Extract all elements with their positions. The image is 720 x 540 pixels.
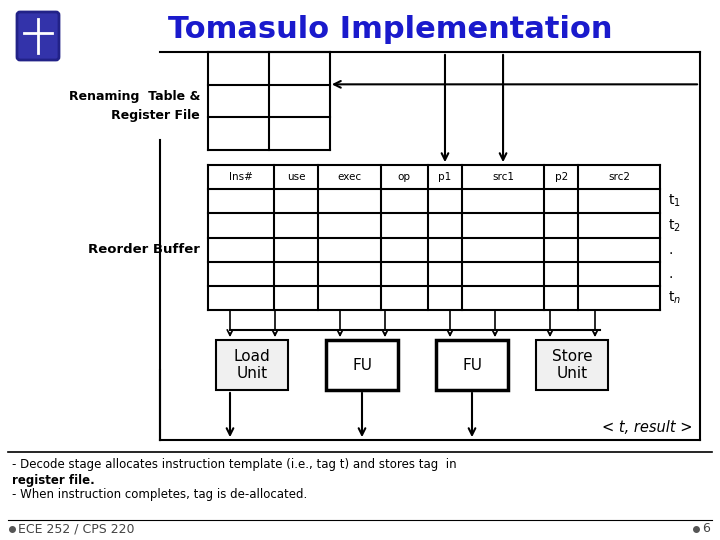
FancyBboxPatch shape xyxy=(17,12,59,60)
Text: 6: 6 xyxy=(702,523,710,536)
Text: t$_1$: t$_1$ xyxy=(668,193,681,210)
Text: - Decode stage allocates instruction template (i.e., tag t) and stores tag  in: - Decode stage allocates instruction tem… xyxy=(12,458,456,471)
Text: exec: exec xyxy=(337,172,361,182)
Text: t$_n$: t$_n$ xyxy=(668,290,681,306)
Text: Store
Unit: Store Unit xyxy=(552,349,593,381)
Text: op: op xyxy=(397,172,410,182)
Text: .: . xyxy=(668,242,672,256)
Text: FU: FU xyxy=(352,357,372,373)
Text: src2: src2 xyxy=(608,172,630,182)
Text: Load
Unit: Load Unit xyxy=(233,349,271,381)
Text: Renaming  Table &: Renaming Table & xyxy=(68,90,200,103)
Text: use: use xyxy=(287,172,305,182)
Text: Register File: Register File xyxy=(98,109,200,122)
Text: Reorder Buffer: Reorder Buffer xyxy=(88,243,200,256)
Bar xyxy=(326,340,398,390)
Text: register file.: register file. xyxy=(12,474,95,487)
Bar xyxy=(536,340,608,390)
Text: - When instruction completes, tag is de-allocated.: - When instruction completes, tag is de-… xyxy=(12,488,307,501)
Text: .: . xyxy=(668,267,672,281)
Text: Tomasulo Implementation: Tomasulo Implementation xyxy=(168,16,612,44)
Bar xyxy=(436,340,508,390)
Text: p2: p2 xyxy=(554,172,568,182)
Text: FU: FU xyxy=(462,357,482,373)
Text: t$_2$: t$_2$ xyxy=(668,217,681,234)
Text: ECE 252 / CPS 220: ECE 252 / CPS 220 xyxy=(18,523,135,536)
Text: src1: src1 xyxy=(492,172,514,182)
Bar xyxy=(216,340,288,390)
Text: p1: p1 xyxy=(438,172,451,182)
Text: < t, result >: < t, result > xyxy=(601,421,692,435)
Text: Ins#: Ins# xyxy=(229,172,253,182)
